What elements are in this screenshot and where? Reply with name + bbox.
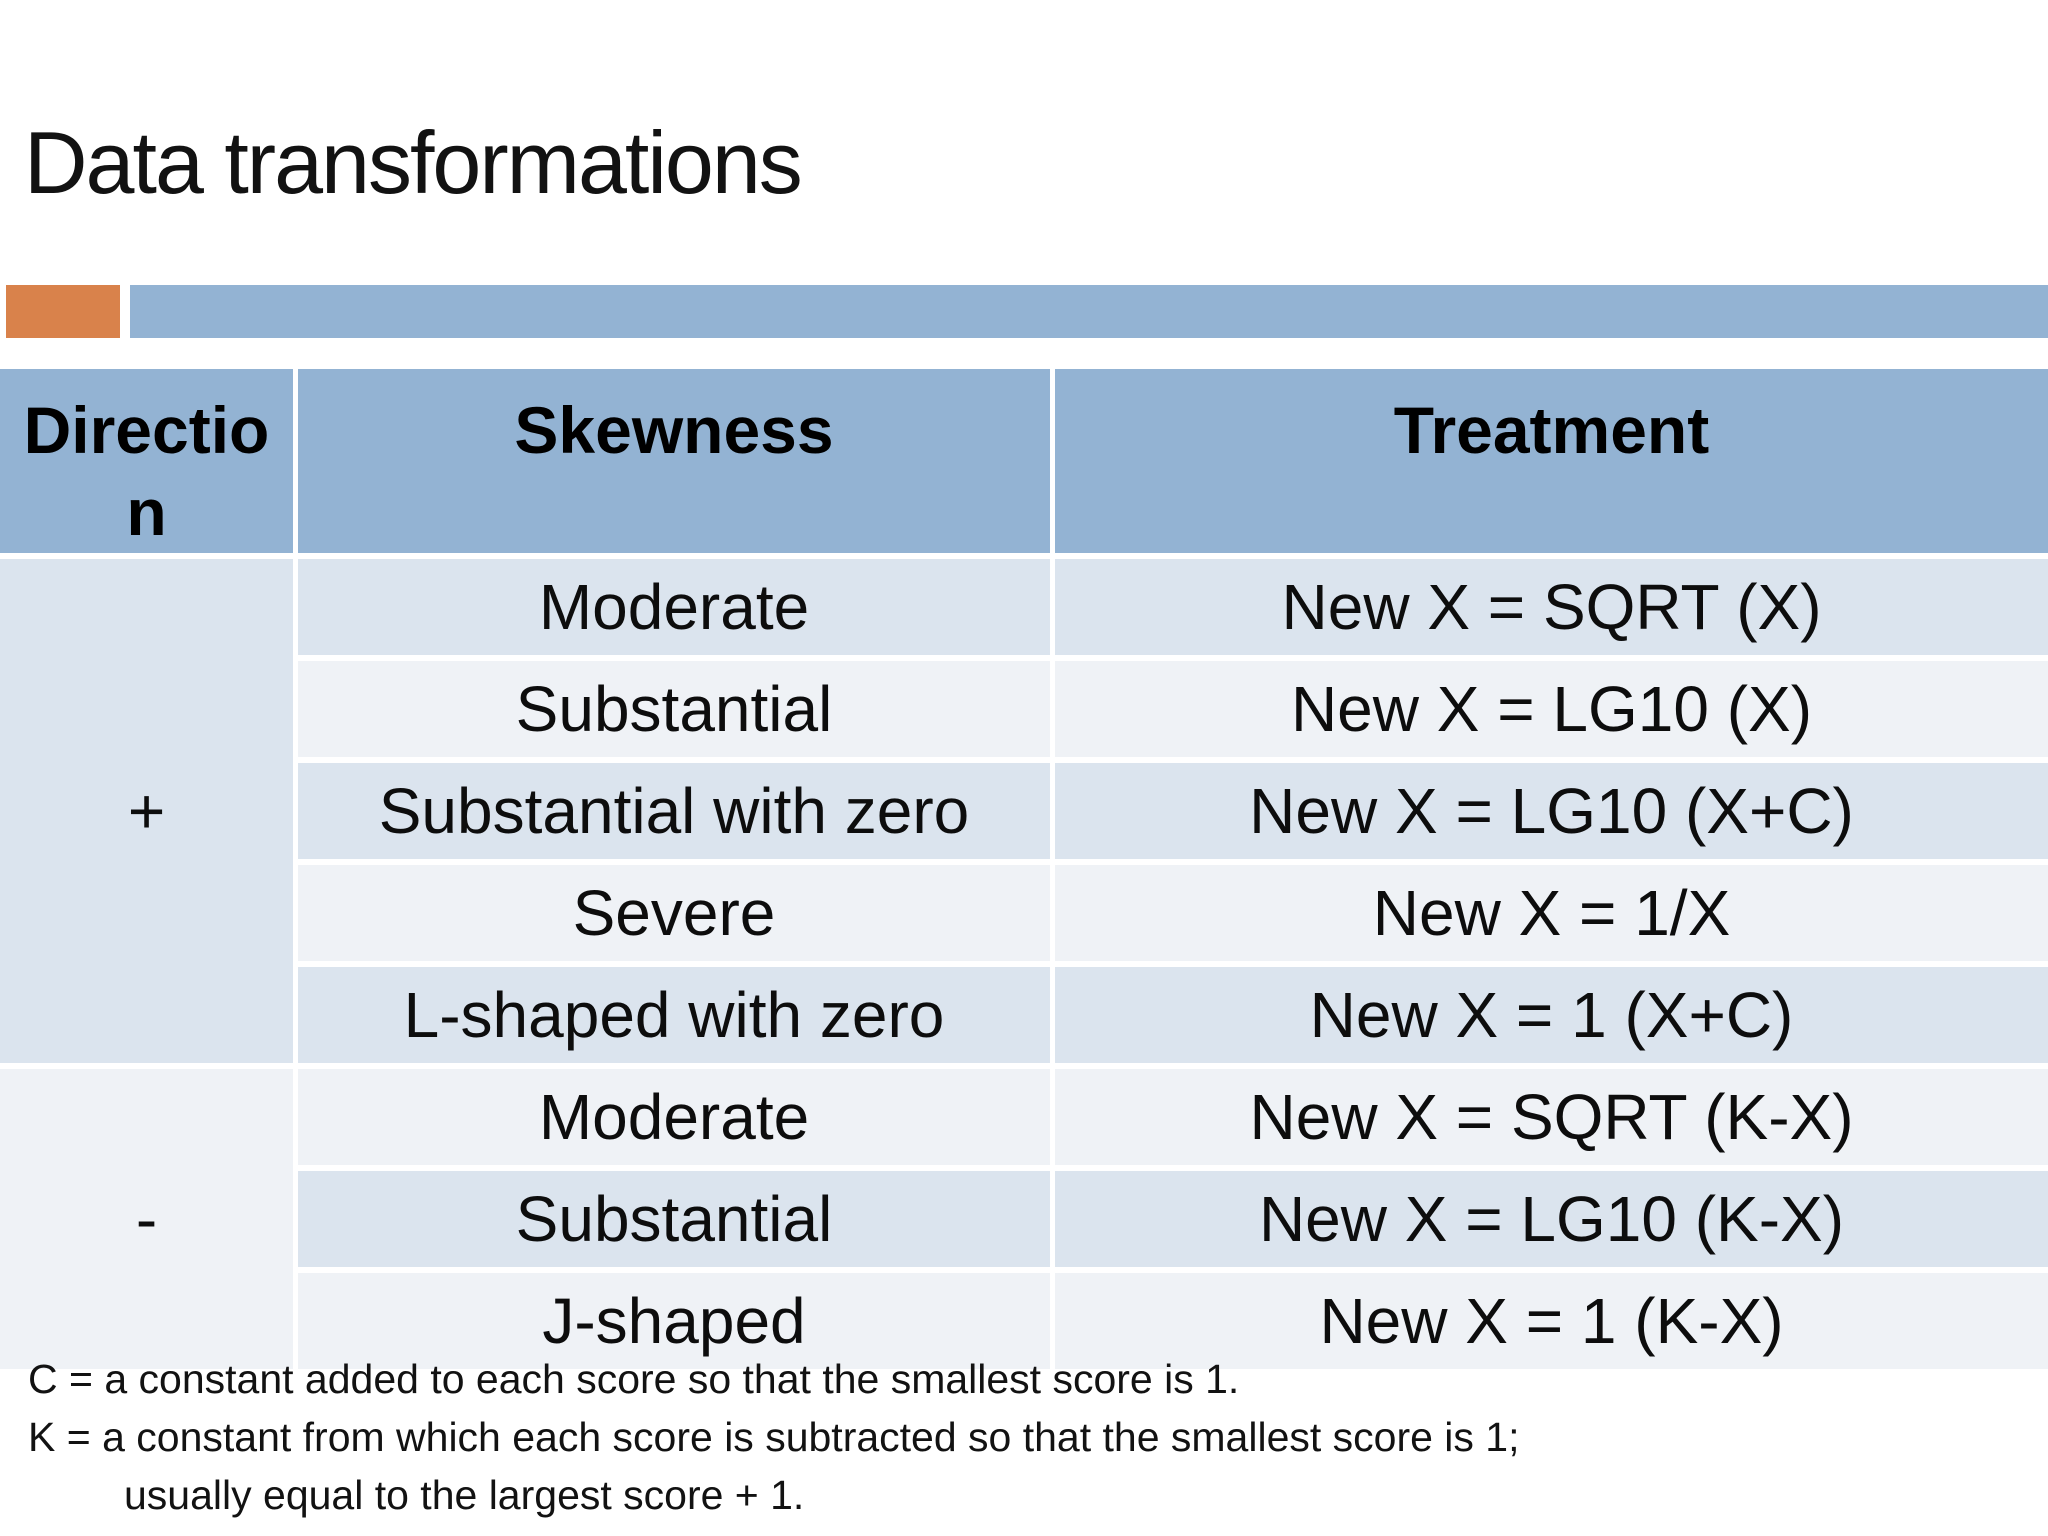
direction-minus-cell: - [0,1069,293,1369]
skewness-cell: Moderate [298,1069,1050,1165]
skewness-cell: Moderate [298,559,1050,655]
header-row: Direction Skewness Treatment [0,369,2048,553]
treatment-cell: New X = LG10 (X) [1055,661,2048,757]
slide-title: Data transformations [24,113,803,212]
footnote-k: K = a constant from which each score is … [28,1414,1520,1460]
treatment-cell: New X = SQRT (K-X) [1055,1069,2048,1165]
treatment-cell: New X = 1 (X+C) [1055,967,2048,1063]
transformations-table: Direction Skewness Treatment + Moderate … [0,363,2048,1375]
header-skewness: Skewness [298,369,1050,553]
footnote-c: C = a constant added to each score so th… [28,1356,1240,1402]
treatment-cell: New X = LG10 (X+C) [1055,763,2048,859]
table-row: Substantial New X = LG10 (K-X) [0,1171,2048,1267]
table-row: Severe New X = 1/X [0,865,2048,961]
accent-bar [130,285,2048,338]
skewness-cell: J-shaped [298,1273,1050,1369]
table-row: Substantial with zero New X = LG10 (X+C) [0,763,2048,859]
skewness-cell: L-shaped with zero [298,967,1050,1063]
treatment-cell: New X = 1 (K-X) [1055,1273,2048,1369]
skewness-cell: Substantial with zero [298,763,1050,859]
header-treatment: Treatment [1055,369,2048,553]
accent-square [6,285,120,338]
footnotes: C = a constant added to each score so th… [28,1350,2028,1524]
table-row: + Moderate New X = SQRT (X) [0,559,2048,1063]
treatment-cell: New X = LG10 (K-X) [1055,1171,2048,1267]
skewness-cell: Substantial [298,1171,1050,1267]
header-direction-label: Direction [23,393,270,549]
table-row: J-shaped New X = 1 (K-X) [0,1273,2048,1369]
table-row: L-shaped with zero New X = 1 (X+C) [0,967,2048,1063]
treatment-cell: New X = SQRT (X) [1055,559,2048,655]
footnote-k-continued: usually equal to the largest score + 1. [124,1472,805,1518]
skewness-cell: Severe [298,865,1050,961]
table-row: Substantial New X = LG10 (X) [0,661,2048,757]
header-direction: Direction [0,369,293,553]
direction-plus-cell: + [0,559,293,1063]
skewness-cell: Substantial [298,661,1050,757]
treatment-cell: New X = 1/X [1055,865,2048,961]
table-row: - Moderate New X = SQRT (K-X) [0,1069,2048,1369]
